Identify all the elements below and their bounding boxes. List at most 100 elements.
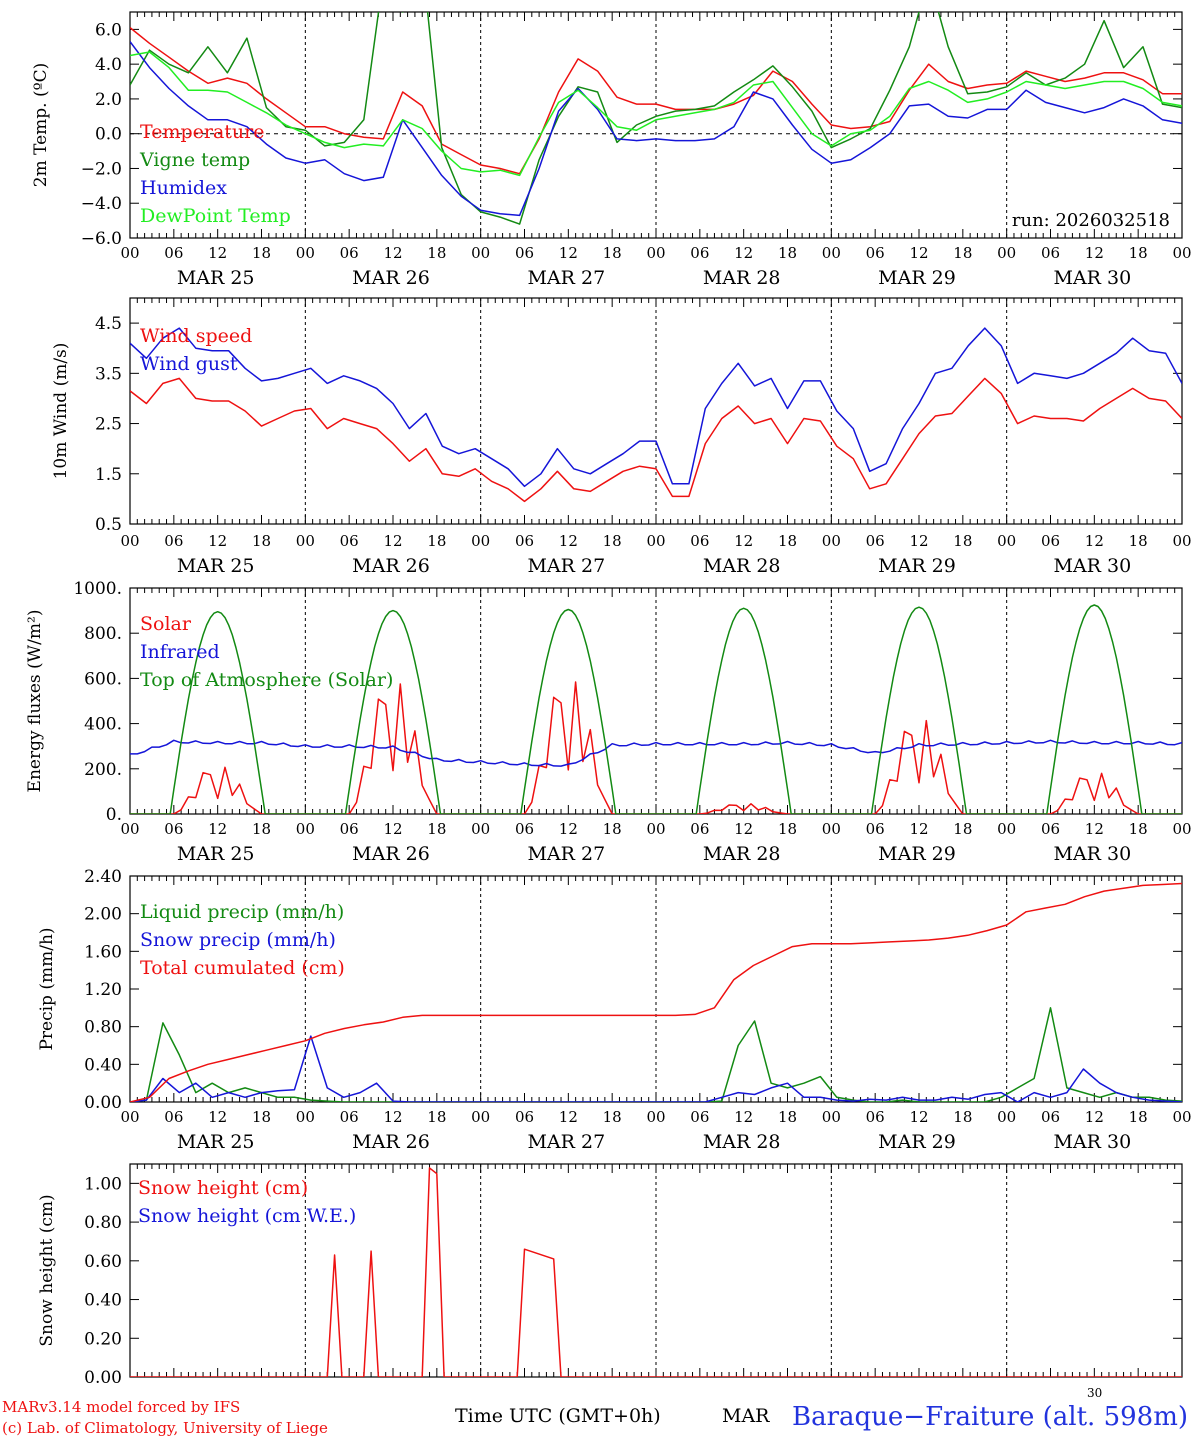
- y-tick-label: 800.: [84, 624, 122, 644]
- x-hour-label: 00: [646, 1108, 665, 1126]
- y-axis-label: Energy fluxes (W/m²): [25, 610, 45, 793]
- x-hour-label: 06: [515, 1108, 534, 1126]
- y-tick-label: 0.80: [84, 1213, 122, 1233]
- series-temperature: [130, 27, 1182, 175]
- x-hour-label: 18: [1129, 532, 1148, 550]
- x-hour-label: 00: [471, 244, 490, 262]
- x-day-label: MAR 29: [878, 1131, 956, 1153]
- x-hour-label: 00: [997, 244, 1016, 262]
- series-infrared: [130, 739, 1182, 767]
- x-hour-label: 18: [427, 820, 446, 838]
- x-hour-label: 06: [866, 820, 885, 838]
- x-hour-label: 00: [1172, 244, 1191, 262]
- x-day-label: MAR 25: [177, 555, 255, 577]
- x-day-label: MAR 27: [527, 555, 605, 577]
- series-snow-precip-mm-h-: [130, 1035, 1182, 1102]
- y-tick-label: 400.: [84, 715, 122, 735]
- y-tick-label: 0.60: [84, 1252, 122, 1272]
- x-day-label: MAR 29: [878, 267, 956, 289]
- x-hour-label: 00: [646, 244, 665, 262]
- series-wind-speed: [130, 377, 1182, 503]
- y-tick-label: 6.0: [95, 20, 122, 40]
- x-hour-label: 18: [252, 820, 271, 838]
- x-hour-label: 12: [383, 244, 402, 262]
- station-name: Baraque−Fraiture (alt. 598m): [791, 1402, 1188, 1432]
- overlap-label: 30: [1087, 1386, 1103, 1400]
- series-liquid-precip-mm-h-: [130, 1007, 1182, 1102]
- x-day-label: MAR 27: [527, 843, 605, 865]
- x-hour-label: 18: [252, 1108, 271, 1126]
- x-hour-label: 12: [208, 820, 227, 838]
- x-hour-label: 18: [427, 1108, 446, 1126]
- y-tick-label: 200.: [84, 760, 122, 780]
- panel-2: 4.5 3.5 2.5 1.5 0.5 10m Wind (m/s) 00 06 12 18 00 0…: [51, 297, 1192, 577]
- y-tick-label: 1.20: [84, 980, 122, 1000]
- series-total-cumulated-cm-: [130, 882, 1182, 1102]
- x-hour-label: 12: [208, 244, 227, 262]
- y-tick-label: 1000.: [73, 579, 122, 599]
- panel-3: 1000. 800. 600. 400. 200. 0. Energy fluxes (W/…: [25, 579, 1192, 865]
- x-hour-label: 00: [120, 1108, 139, 1126]
- x-day-label: MAR 30: [1053, 555, 1131, 577]
- x-hour-label: 06: [690, 244, 709, 262]
- x-day-label: MAR 30: [1053, 1131, 1131, 1153]
- x-hour-label: 12: [383, 1108, 402, 1126]
- y-tick-label: −6.0: [81, 229, 122, 249]
- legend-entry: Humidex: [140, 177, 227, 199]
- x-hour-label: 12: [559, 244, 578, 262]
- x-hour-label: 06: [515, 820, 534, 838]
- x-hour-label: 12: [559, 820, 578, 838]
- x-axis-title: Time UTC (GMT+0h): [455, 1405, 661, 1427]
- y-tick-label: 0.00: [84, 1093, 122, 1113]
- x-hour-label: 12: [383, 820, 402, 838]
- x-hour-label: 06: [164, 1108, 183, 1126]
- x-hour-label: 06: [1041, 244, 1060, 262]
- x-hour-label: 12: [734, 1108, 753, 1126]
- x-hour-label: 00: [296, 820, 315, 838]
- x-hour-label: 18: [1129, 820, 1148, 838]
- x-hour-label: 12: [734, 820, 753, 838]
- x-hour-label: 12: [909, 532, 928, 550]
- y-tick-label: −4.0: [81, 194, 122, 214]
- x-hour-label: 12: [208, 1108, 227, 1126]
- x-hour-label: 00: [997, 532, 1016, 550]
- x-hour-label: 00: [646, 532, 665, 550]
- y-tick-label: 0.80: [84, 1018, 122, 1038]
- x-day-label: MAR 26: [352, 555, 430, 577]
- x-hour-label: 18: [252, 244, 271, 262]
- x-hour-label: 00: [296, 1108, 315, 1126]
- legend-entry: Snow precip (mm/h): [140, 929, 336, 951]
- x-hour-label: 00: [1172, 1108, 1191, 1126]
- x-day-label: MAR 29: [878, 843, 956, 865]
- y-axis-label: Snow height (cm): [37, 1194, 57, 1346]
- x-day-label: MAR 28: [703, 843, 781, 865]
- x-day-label: MAR 28: [703, 1131, 781, 1153]
- x-hour-label: 12: [1085, 1108, 1104, 1126]
- y-tick-label: 1.00: [84, 1174, 122, 1194]
- x-hour-label: 12: [909, 1108, 928, 1126]
- x-hour-label: 06: [340, 1108, 359, 1126]
- y-axis-label: 2m Temp. (ºC): [31, 63, 51, 188]
- x-hour-label: 06: [866, 244, 885, 262]
- x-hour-label: 18: [778, 244, 797, 262]
- x-day-label: MAR 25: [177, 1131, 255, 1153]
- x-day-label: MAR 25: [177, 843, 255, 865]
- x-hour-label: 18: [778, 820, 797, 838]
- y-tick-label: 0.40: [84, 1291, 122, 1311]
- x-hour-label: 00: [471, 820, 490, 838]
- x-day-label: MAR 25: [177, 267, 255, 289]
- x-hour-label: 18: [603, 820, 622, 838]
- x-hour-label: 00: [120, 244, 139, 262]
- y-tick-label: 3.5: [95, 364, 122, 384]
- x-hour-label: 18: [252, 532, 271, 550]
- panel-1: 6.0 4.0 2.0 0.0 −2.0 −4.0 −6.0 2m Temp. (ºC) 00 0…: [31, 11, 1192, 289]
- series-snow-height-cm-: [130, 1167, 1182, 1377]
- x-hour-label: 18: [1129, 244, 1148, 262]
- x-hour-label: 06: [164, 244, 183, 262]
- series-wind-gust: [130, 327, 1182, 488]
- x-hour-label: 06: [515, 244, 534, 262]
- x-day-label: MAR 26: [352, 267, 430, 289]
- x-hour-label: 12: [383, 532, 402, 550]
- x-day-label: MAR 27: [527, 1131, 605, 1153]
